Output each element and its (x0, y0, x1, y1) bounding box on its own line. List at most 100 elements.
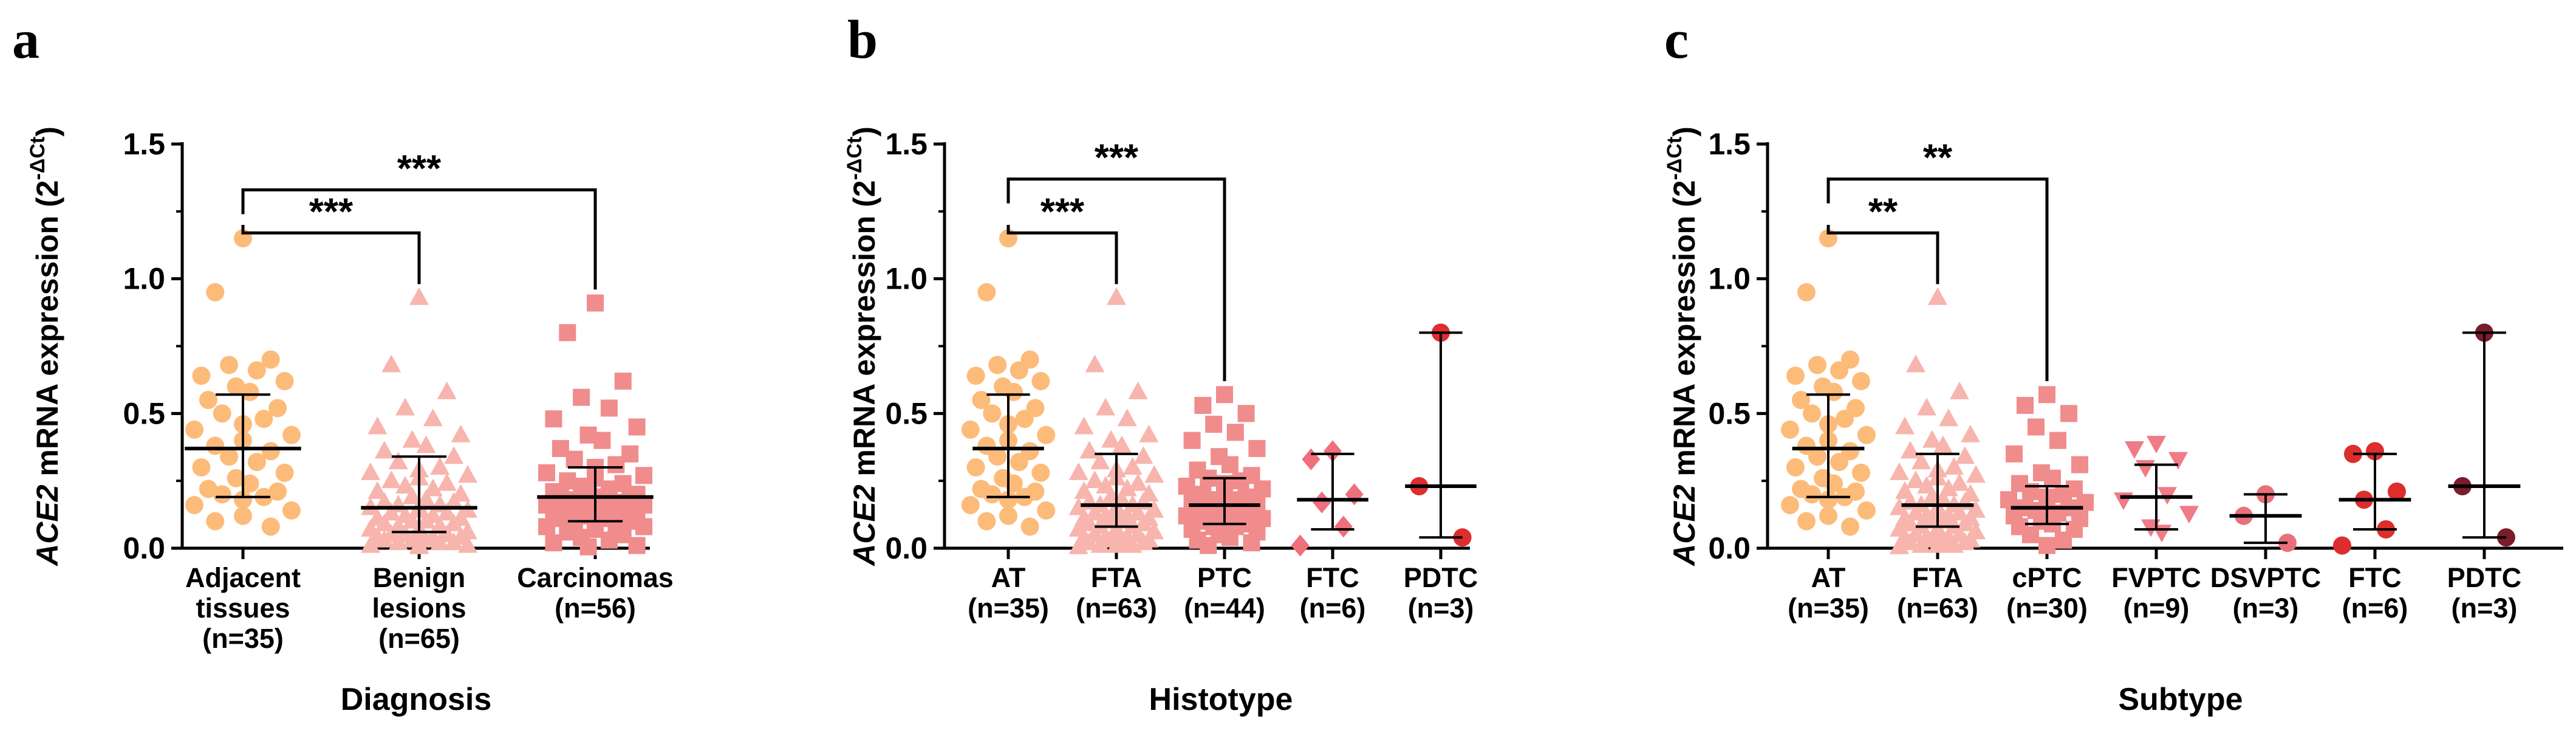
y-axis-title-close: ) (847, 126, 881, 137)
data-point (1933, 435, 1953, 453)
group-6: PDTC(n=3) (2447, 323, 2522, 624)
data-point (367, 481, 388, 499)
data-point (275, 463, 294, 482)
data-point (961, 496, 980, 515)
x-category-label: (n=9) (2123, 593, 2190, 624)
data-point (1906, 470, 1925, 489)
data-point (1901, 441, 1920, 459)
x-category-label: FVPTC (2111, 562, 2201, 593)
data-point (1955, 446, 1975, 464)
data-point (983, 404, 1002, 423)
data-point (1324, 440, 1342, 463)
x-axis-title: Diagnosis (341, 682, 492, 717)
data-point (999, 490, 1017, 509)
x-category-label: FTC (1306, 562, 1359, 593)
data-point (614, 373, 632, 390)
y-axis-title: ACE2 mRNA expression (2-ΔCt) (26, 126, 64, 567)
x-category-label: lesions (372, 593, 466, 624)
data-point (1901, 532, 1920, 551)
group-1: FTA(n=63) (1068, 287, 1164, 624)
x-category-label: FTC (2348, 562, 2401, 593)
data-point (1248, 439, 1266, 457)
data-point (192, 458, 211, 476)
x-category-label: AT (1811, 562, 1846, 593)
data-point (1786, 366, 1805, 385)
y-axis-title: ACE2 mRNA expression (2-ΔCt) (1663, 126, 1701, 567)
data-point (206, 283, 225, 301)
data-point (247, 453, 266, 472)
significance-label: *** (397, 148, 442, 190)
y-axis-title-sup: -ΔCt (26, 137, 49, 181)
data-point (1237, 405, 1255, 422)
x-category-label: (n=35) (968, 593, 1049, 624)
data-point (1912, 452, 1931, 470)
significance-bracket (241, 188, 597, 290)
data-point (1944, 535, 1964, 553)
data-point (430, 532, 450, 551)
x-category-label: Adjacent (185, 562, 301, 593)
data-point (961, 420, 980, 439)
group-4: PDTC(n=3) (1404, 323, 1478, 624)
data-point (1781, 420, 1799, 439)
data-point (1928, 535, 1947, 553)
data-point (381, 470, 401, 489)
x-category-label: FTA (1912, 562, 1963, 593)
data-point (1037, 501, 1056, 520)
data-point (2179, 506, 2199, 524)
data-point (977, 283, 996, 301)
data-point (206, 436, 225, 455)
group-0: AT(n=35) (961, 229, 1056, 624)
y-tick-label: 0.5 (885, 396, 928, 430)
data-point (1010, 361, 1028, 380)
data-point (1950, 473, 1969, 491)
data-point (1079, 532, 1099, 551)
data-point (1031, 463, 1050, 482)
group-1: FTA(n=63) (1890, 287, 1986, 624)
data-point (1037, 425, 1056, 444)
data-point (1133, 446, 1153, 464)
data-point (2006, 445, 2023, 463)
data-point (1797, 512, 1816, 531)
data-point (2114, 492, 2133, 511)
data-point (1950, 381, 1969, 399)
x-category-label: (n=56) (555, 593, 636, 624)
data-point (983, 485, 1002, 504)
y-axis-title-sup: -ΔCt (1663, 137, 1686, 181)
data-point (409, 287, 429, 305)
y-axis-title-close: ) (30, 126, 64, 137)
data-point (988, 356, 1007, 374)
data-point (213, 485, 231, 504)
data-point (261, 350, 280, 369)
data-point (999, 506, 1017, 525)
data-point (1254, 480, 1271, 498)
significance-label: ** (1923, 137, 1953, 179)
y-tick-label: 0.0 (885, 531, 928, 565)
group-5: FTC(n=6) (2333, 442, 2411, 624)
data-point (199, 480, 217, 498)
data-point (2044, 469, 2061, 487)
group-2: Carcinomas(n=56) (517, 294, 674, 624)
y-tick-label: 0.5 (1708, 396, 1751, 430)
data-point (1128, 381, 1148, 399)
data-point (1819, 506, 1837, 525)
data-point (1917, 397, 1936, 416)
x-category-label: PDTC (2447, 562, 2522, 593)
data-point (587, 294, 604, 312)
data-point (234, 506, 252, 525)
x-category-label: (n=65) (378, 623, 460, 654)
data-point (1808, 447, 1826, 466)
data-point (227, 377, 245, 396)
x-axis-title: Subtype (2118, 682, 2243, 717)
data-point (374, 492, 394, 510)
data-point (458, 535, 477, 553)
data-point (1955, 532, 1975, 551)
data-point (282, 501, 301, 520)
data-point (1890, 536, 1909, 554)
data-point (1068, 536, 1088, 554)
data-point (2333, 536, 2351, 555)
data-point (1216, 386, 1233, 404)
x-category-label: (n=30) (2006, 593, 2088, 624)
x-category-label: (n=35) (1788, 593, 1869, 624)
y-tick-label: 0.5 (123, 396, 165, 430)
